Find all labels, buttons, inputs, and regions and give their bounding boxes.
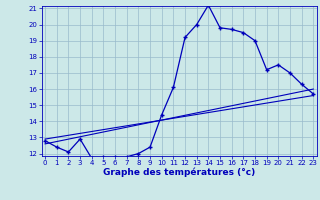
X-axis label: Graphe des températures (°c): Graphe des températures (°c) [103, 168, 255, 177]
